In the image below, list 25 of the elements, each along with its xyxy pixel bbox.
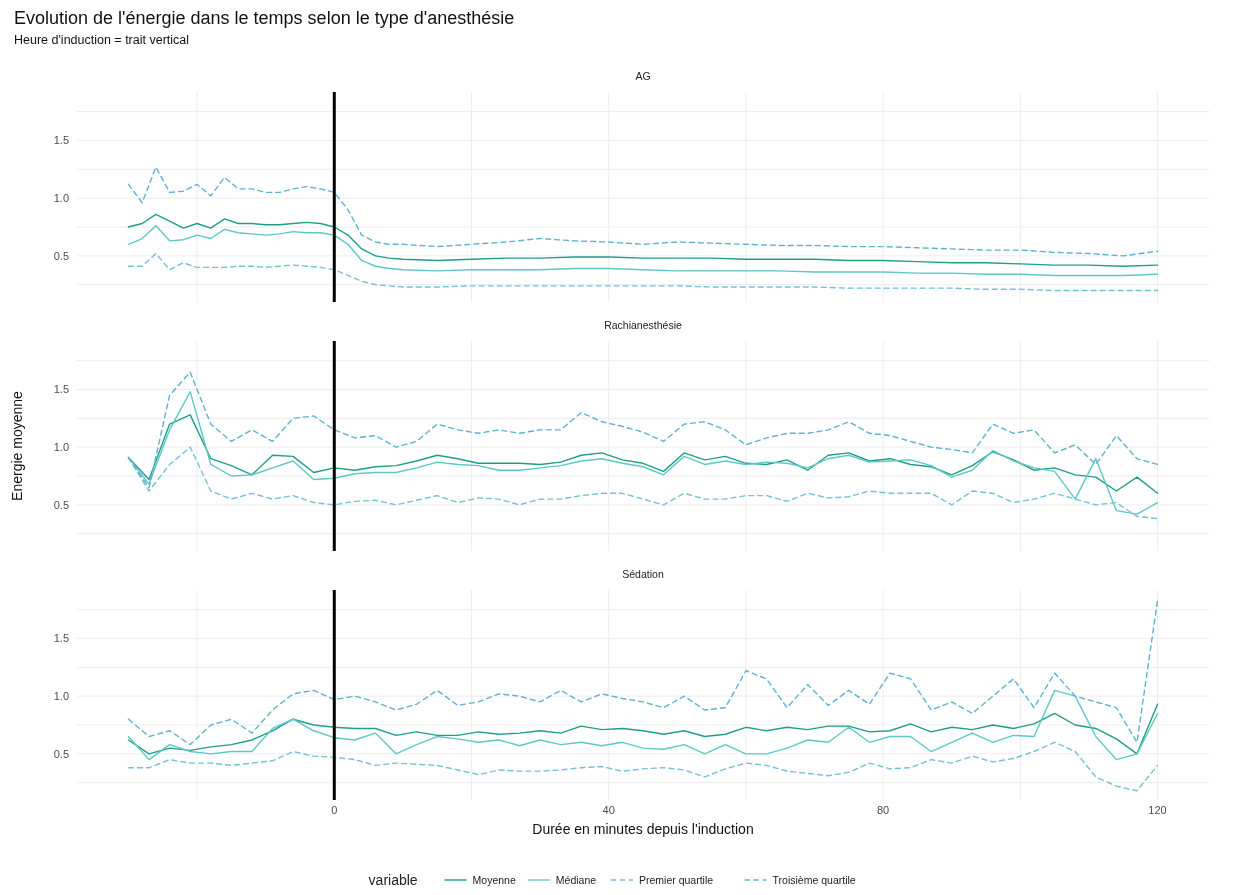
y-axis-title: Energie moyenne: [9, 390, 25, 501]
x-tick-label: 0: [331, 804, 338, 816]
legend-title: variable: [368, 872, 418, 888]
x-tick-label: 40: [602, 804, 615, 816]
y-tick-label: 1.0: [53, 441, 69, 453]
y-tick-label: 1.5: [53, 632, 69, 645]
chart-title: Sédation: [622, 568, 664, 580]
x-axis-title: Durée en minutes depuis l'induction: [532, 821, 754, 837]
y-tick-label: 0.5: [53, 498, 69, 511]
y-tick-label: 1.5: [53, 383, 69, 396]
text: Heure d'induction = trait vertical: [14, 33, 190, 47]
chart-title: AG: [635, 70, 651, 82]
chart-title: Rachianesthésie: [604, 319, 682, 331]
x-tick-label: 80: [877, 804, 890, 816]
legend-label: Moyenne: [472, 874, 516, 886]
x-tick-label: 120: [1148, 804, 1167, 816]
legend-label: Troisième quartile: [772, 874, 856, 886]
legend-label: Médiane: [555, 874, 597, 886]
y-tick-label: 1.0: [53, 690, 69, 702]
y-tick-label: 1.0: [53, 192, 69, 204]
text: Evolution de l'énergie dans le temps selon le type d'anesthésie: [14, 8, 515, 28]
legend-label: Premier quartile: [639, 874, 714, 886]
y-tick-label: 0.5: [53, 747, 69, 760]
y-tick-label: 1.5: [53, 134, 69, 147]
y-tick-label: 0.5: [53, 249, 69, 262]
